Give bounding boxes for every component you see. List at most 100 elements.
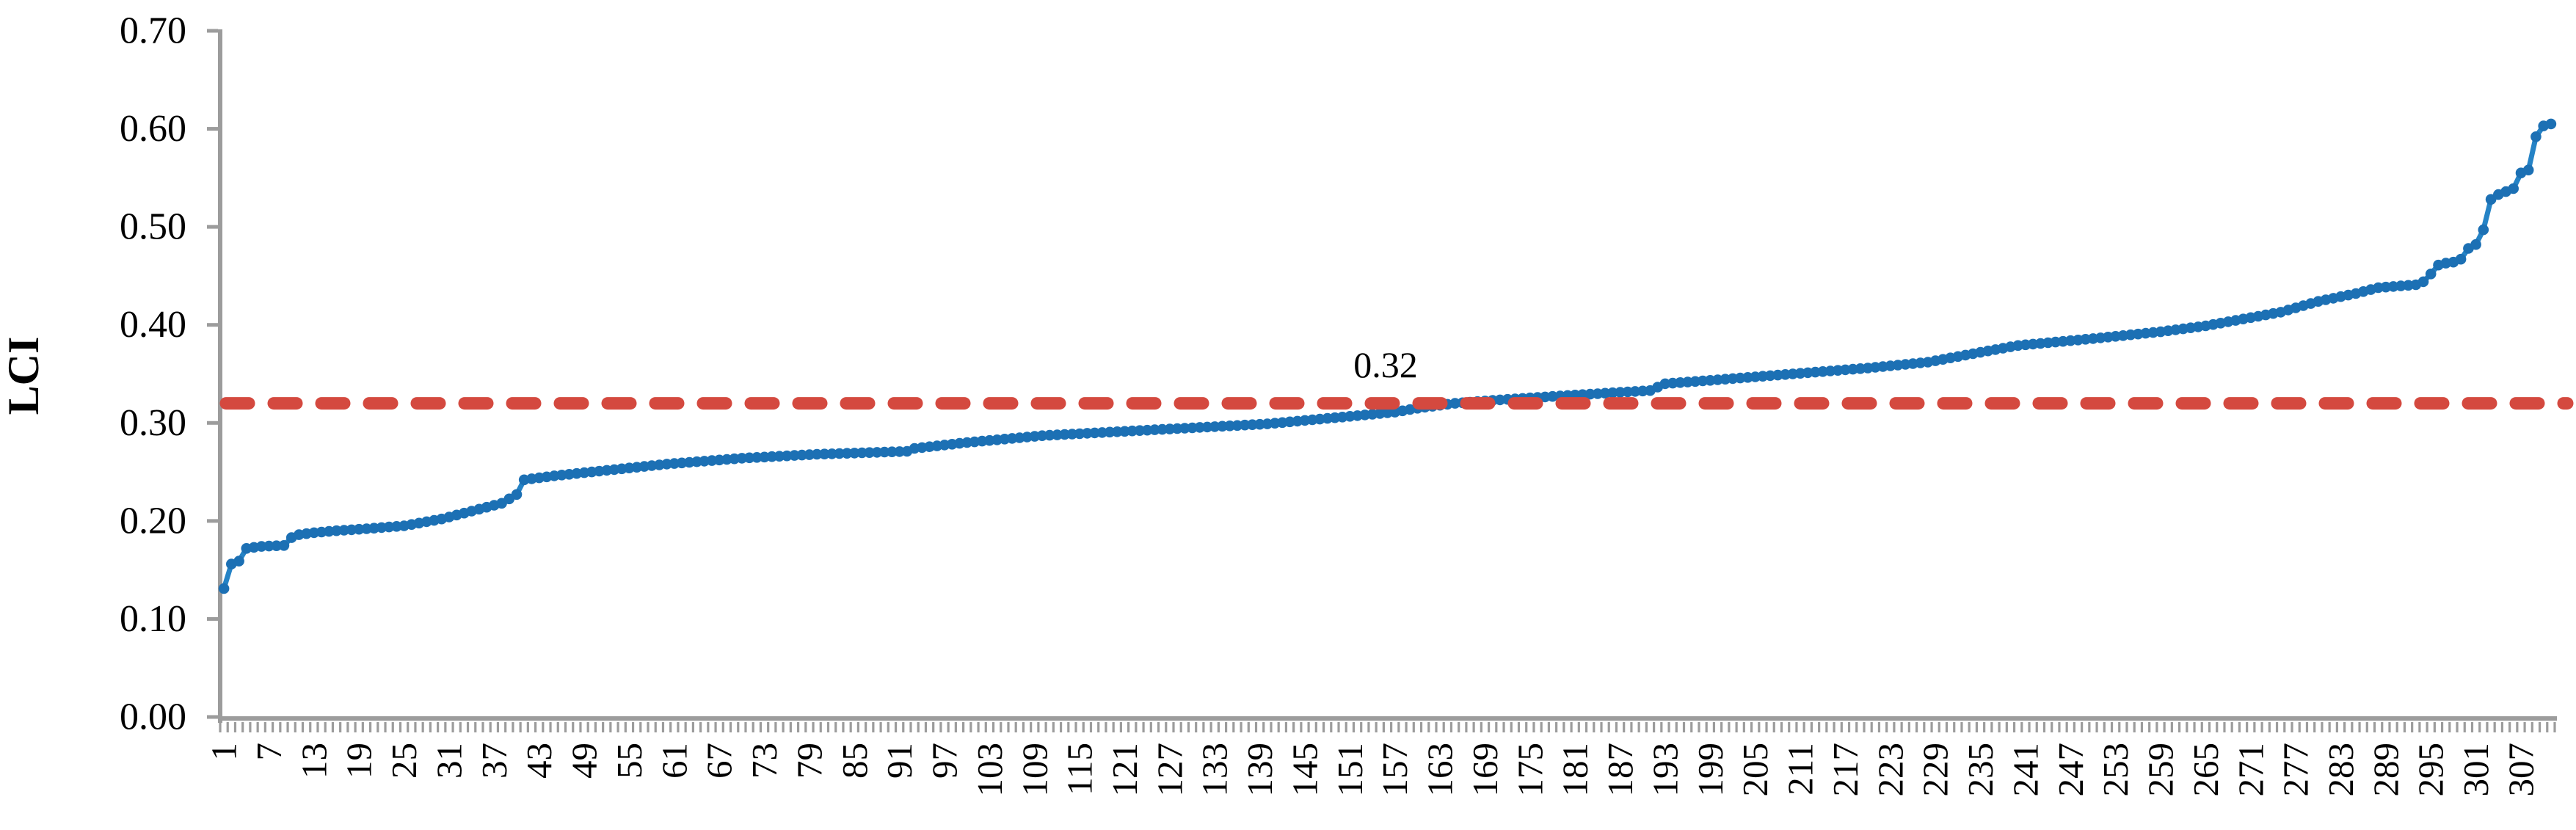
x-tick-label: 91 (879, 743, 920, 779)
x-tick-label: 1 (204, 743, 244, 761)
series-marker (834, 448, 845, 459)
x-tick-label: 265 (2186, 743, 2226, 797)
x-tick-label: 253 (2095, 743, 2136, 797)
series-marker (2522, 164, 2534, 175)
series-marker (2417, 276, 2429, 288)
x-tick-label: 295 (2411, 743, 2451, 797)
x-tick-label: 259 (2141, 743, 2181, 797)
series-marker (826, 448, 837, 459)
x-tick-label: 121 (1105, 743, 1145, 797)
series-marker (2478, 224, 2489, 236)
series-marker (1149, 424, 1160, 435)
y-axis-title: LCI (0, 337, 48, 415)
x-tick-label: 283 (2321, 743, 2361, 797)
series-marker (1607, 387, 1618, 398)
x-tick-label: 175 (1510, 743, 1550, 797)
x-tick-label: 223 (1870, 743, 1910, 797)
series-marker (1044, 429, 1055, 441)
x-tick-label: 7 (249, 743, 289, 761)
x-tick-label: 79 (789, 743, 829, 779)
x-tick-label: 145 (1284, 743, 1325, 797)
series-marker (2508, 183, 2519, 194)
series-marker (887, 446, 898, 457)
series-marker (781, 450, 793, 462)
x-tick-label: 85 (834, 743, 875, 779)
x-tick-label: 181 (1555, 743, 1596, 797)
x-tick-label: 13 (294, 743, 334, 779)
x-tick-label: 31 (429, 743, 469, 779)
x-tick-label: 25 (384, 743, 424, 779)
x-tick-label: 61 (654, 743, 694, 779)
x-axis: 1 7 13 19 25 31 37 43 49 55 61 67 73 79 85 91 97 103 109 11… (204, 716, 2557, 797)
x-tick-label: 151 (1330, 743, 1370, 797)
x-tick-label: 49 (564, 743, 605, 779)
x-tick-label: 289 (2365, 743, 2406, 797)
series-marker (849, 448, 860, 459)
y-tick-label: 0.20 (120, 500, 186, 542)
series-marker (2545, 118, 2557, 130)
x-tick-label: 103 (969, 743, 1010, 797)
series-marker (2455, 253, 2467, 265)
x-tick-label: 55 (609, 743, 650, 779)
x-tick-label: 205 (1735, 743, 1775, 797)
series-marker (1074, 428, 1085, 440)
series-marker (1127, 425, 1138, 437)
y-tick-label: 0.50 (120, 206, 186, 248)
x-tick-label: 139 (1240, 743, 1280, 797)
x-tick-label: 115 (1060, 743, 1100, 796)
x-tick-label: 217 (1825, 743, 1866, 797)
series-marker (856, 447, 867, 459)
series-marker (878, 446, 890, 458)
series-marker (278, 540, 290, 551)
series-marker (871, 447, 883, 458)
x-tick-label: 157 (1375, 743, 1415, 797)
y-tick-label: 0.30 (120, 402, 186, 444)
x-tick-label: 235 (1960, 743, 2001, 797)
series-marker (2425, 269, 2437, 280)
y-tick-label: 0.40 (120, 304, 186, 346)
series-marker (819, 448, 830, 459)
x-tick-label: 73 (744, 743, 785, 779)
series-marker (2470, 239, 2481, 250)
series-marker (894, 446, 905, 457)
series-marker (1209, 421, 1220, 432)
series-marker (271, 540, 283, 551)
x-tick-label: 19 (339, 743, 379, 779)
series-marker (1179, 423, 1190, 434)
x-tick-label: 193 (1645, 743, 1685, 797)
x-tick-label: 97 (925, 743, 965, 779)
series-marker (1547, 390, 1558, 402)
series-marker (864, 447, 875, 458)
x-tick-label: 271 (2230, 743, 2271, 797)
x-tick-label: 169 (1465, 743, 1505, 797)
x-tick-label: 301 (2456, 743, 2496, 797)
x-tick-label: 43 (519, 743, 559, 779)
series-marker (811, 448, 823, 460)
y-tick-label: 0.60 (120, 108, 186, 150)
y-axis: 0.00 0.10 0.20 0.30 0.40 0.50 0.60 0.70 (120, 10, 222, 738)
series-marker (1629, 386, 1641, 397)
x-tick-label: 199 (1690, 743, 1731, 797)
series-marker (511, 489, 523, 500)
series-marker (233, 556, 244, 567)
x-tick-label: 67 (699, 743, 740, 779)
y-tick-label: 0.70 (120, 10, 186, 52)
series-marker (2530, 131, 2542, 142)
y-tick-label: 0.10 (120, 598, 186, 640)
x-tick-label: 133 (1195, 743, 1235, 797)
series-marker (1096, 427, 1108, 438)
x-tick-label: 109 (1014, 743, 1055, 797)
series-marker (218, 583, 230, 594)
series-marker (841, 448, 853, 459)
x-tick-label: 127 (1149, 743, 1190, 797)
series-marker (263, 540, 274, 552)
x-tick-label: 277 (2276, 743, 2316, 797)
x-tick-label: 241 (2005, 743, 2045, 797)
x-tick-label: 163 (1420, 743, 1460, 797)
y-tick-label: 0.00 (120, 696, 186, 738)
series-marker (752, 452, 763, 463)
x-tick-label: 247 (2051, 743, 2091, 797)
x-tick-label: 307 (2500, 743, 2541, 797)
